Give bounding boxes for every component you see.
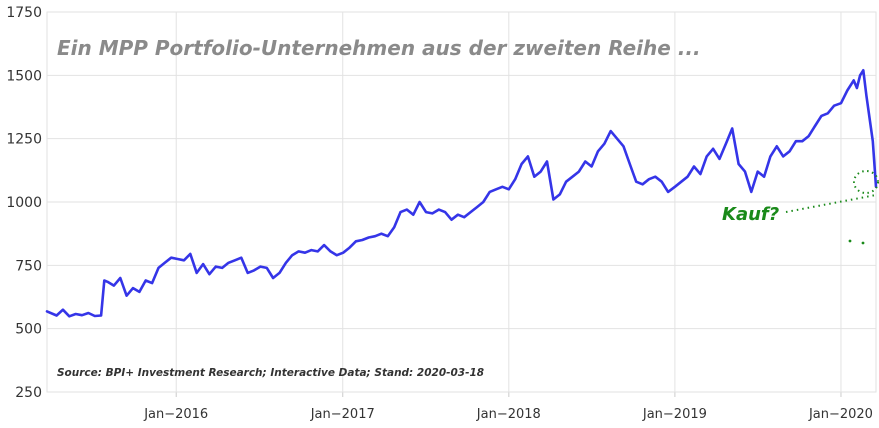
buy-circle-marker — [853, 170, 879, 194]
vertical-gridlines — [175, 12, 842, 397]
x-tick-label: Jan−2017 — [310, 407, 375, 422]
y-tick-label: 250 — [15, 385, 42, 401]
x-tick-label: Jan−2018 — [476, 407, 541, 422]
chart-title: Ein MPP Portfolio-Unternehmen aus der zw… — [57, 36, 701, 60]
y-tick-label: 1500 — [6, 68, 42, 84]
chart-source: Source: BPI+ Investment Research; Intera… — [57, 367, 484, 379]
y-tick-label: 750 — [15, 258, 42, 274]
buy-annotation-label: Kauf? — [722, 204, 779, 225]
plot-border — [46, 11, 877, 393]
x-tick-label: Jan−2016 — [143, 407, 208, 422]
buy-annotation: Kauf? — [722, 170, 879, 245]
annotation-dot — [861, 241, 865, 245]
y-axis-tick-labels: 250 500 750 1000 1250 1500 1750 — [6, 5, 42, 401]
y-tick-label: 1000 — [6, 195, 42, 211]
x-axis-tick-labels: Jan−2016 Jan−2017 Jan−2018 Jan−2019 Jan−2020 — [143, 407, 873, 422]
x-tick-label: Jan−2019 — [642, 407, 707, 422]
y-tick-label: 1750 — [6, 5, 42, 21]
y-tick-label: 1250 — [6, 132, 42, 148]
annotation-dot — [848, 239, 852, 243]
price-series-line — [45, 69, 878, 318]
x-tick-label: Jan−2020 — [808, 407, 873, 422]
y-tick-label: 500 — [15, 322, 42, 338]
